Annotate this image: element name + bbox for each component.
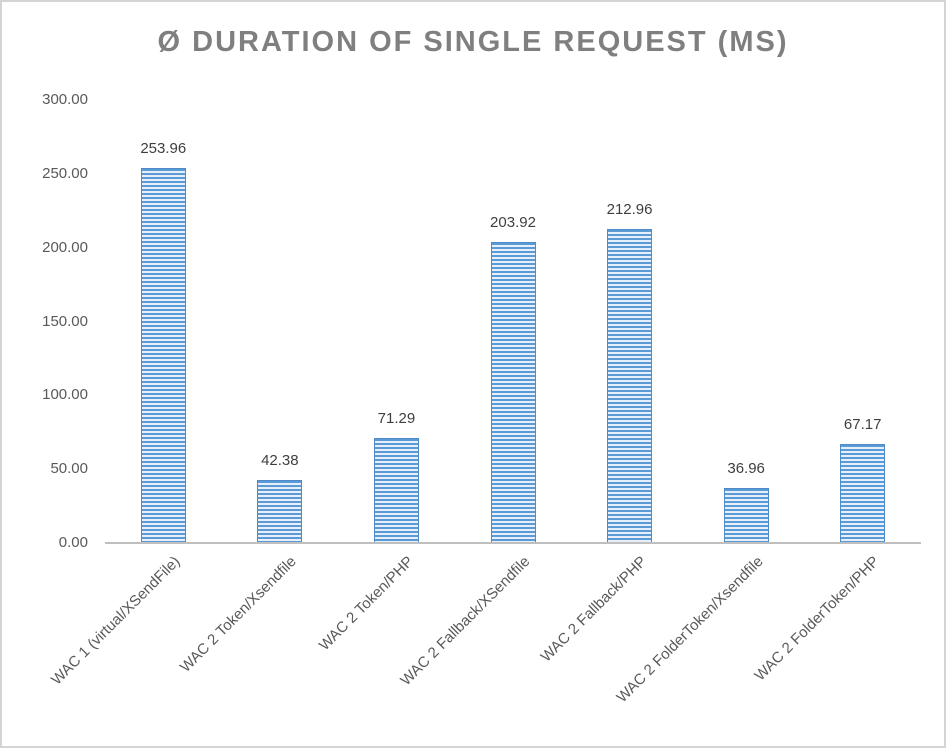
bar: [840, 443, 886, 543]
y-tick-label: 300.00: [42, 91, 88, 108]
x-category-label: WAC 1 (virtual/XSendFile): [47, 553, 184, 689]
y-tick-label: 50.00: [50, 460, 88, 478]
y-tick-label: 0.00: [58, 534, 88, 551]
bar: [723, 488, 769, 543]
bar-value-label: 212.96: [606, 200, 653, 218]
x-category-label: WAC 2 Token/Xsendfile: [177, 553, 300, 676]
bar: [607, 228, 653, 543]
x-category-label: WAC 2 FolderToken/PHP: [751, 553, 883, 685]
bar-value-label: 42.38: [261, 452, 299, 470]
x-category-label: WAC 2 Fallback/PHP: [537, 553, 650, 666]
bar: [490, 241, 536, 543]
x-axis-line: [105, 542, 921, 544]
bar: [257, 480, 303, 543]
bar-value-label: 36.96: [727, 460, 765, 478]
y-tick-label: 200.00: [42, 238, 88, 256]
bar-value-label: 67.17: [843, 415, 882, 433]
bar-value-label: 203.92: [490, 213, 536, 231]
bar: [140, 167, 186, 543]
chart-title: Ø DURATION OF SINGLE REQUEST (MS): [157, 26, 789, 58]
y-tick-label: 250.00: [42, 164, 88, 182]
bar-value-label: 71.29: [377, 409, 416, 427]
bar-value-label: 253.96: [140, 139, 187, 157]
bar: [373, 437, 419, 543]
y-tick-label: 100.00: [42, 386, 88, 404]
x-category-label: WAC 2 Token/PHP: [315, 553, 417, 655]
x-category-label: WAC 2 Fallback/XSendfile: [397, 553, 534, 690]
y-tick-label: 150.00: [42, 312, 88, 330]
